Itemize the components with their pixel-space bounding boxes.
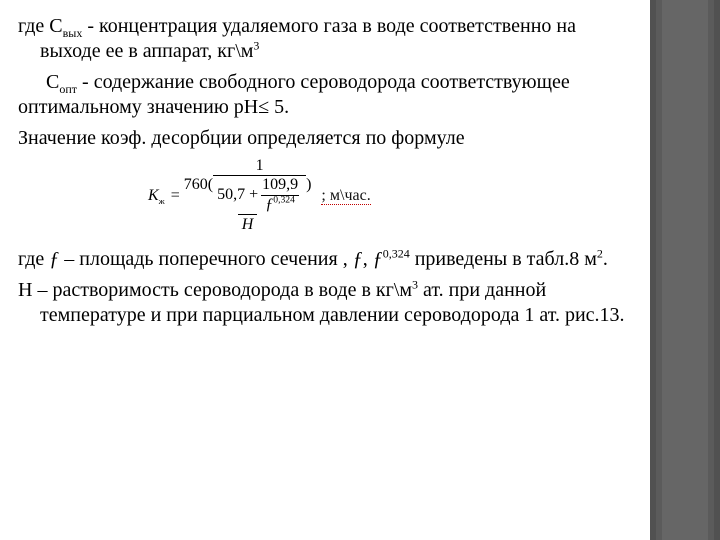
- inner1-num: 1: [252, 157, 268, 175]
- tail-text: ; м\час.: [321, 187, 370, 205]
- inner2-den: ƒ0,324: [261, 195, 299, 214]
- p4-dot: .: [603, 248, 608, 270]
- paragraph-2: Сопт - содержание свободного сероводород…: [18, 70, 638, 120]
- p5-a: Н – растворимость сероводорода в воде в …: [18, 279, 412, 301]
- outer-num-prefix: 760(: [184, 176, 213, 194]
- paragraph-1: где Свых - концентрация удаляемого газа …: [18, 14, 638, 64]
- p4-a: где: [18, 248, 49, 270]
- lhs-sym: К: [148, 187, 159, 204]
- p4-exp: 0,324: [383, 246, 410, 260]
- outer-num-suffix: ): [306, 176, 311, 194]
- equals: =: [171, 186, 180, 206]
- formula: Кж = 760( 1 50,7 +: [148, 157, 638, 235]
- p4-f3: ƒ: [373, 248, 383, 270]
- slide: где Свых - концентрация удаляемого газа …: [0, 0, 720, 540]
- p1-sub: вых: [63, 26, 83, 40]
- p2-sub: опт: [59, 82, 77, 96]
- inner2-den-exp: 0,324: [273, 194, 295, 205]
- paragraph-4: где ƒ – площадь поперечного сечения , ƒ,…: [18, 247, 638, 272]
- p2-post: содержание свободного сероводорода соотв…: [18, 71, 570, 118]
- p1-sup: 3: [253, 38, 259, 52]
- formula-lhs: Кж: [148, 186, 165, 206]
- inner-fraction-1: 1 50,7 + 109,9 ƒ0,324: [213, 157, 306, 214]
- inner1-den: 50,7 + 109,9 ƒ0,324: [213, 175, 306, 214]
- side-ornament: [650, 0, 720, 540]
- outer-num: 760( 1 50,7 + 109,9 ƒ0,324: [180, 157, 316, 214]
- formula-tail: ; м\час.: [321, 186, 370, 206]
- paragraph-3: Значение коэф. десорбции определяется по…: [18, 126, 638, 151]
- paragraph-5: Н – растворимость сероводорода в воде в …: [18, 278, 638, 328]
- outer-fraction: 760( 1 50,7 + 109,9 ƒ0,324: [180, 157, 316, 235]
- inner1-den-left: 50,7 +: [217, 186, 258, 204]
- p4-b: – площадь поперечного сечения ,: [59, 248, 352, 270]
- content: где Свых - концентрация удаляемого газа …: [18, 14, 638, 334]
- outer-den: Н: [238, 214, 258, 234]
- ornament-layer-inner: [662, 0, 708, 540]
- p4-f: ƒ: [49, 248, 59, 270]
- p1-post: - концентрация удаляемого газа в воде со…: [40, 15, 576, 62]
- lhs-sub: ж: [159, 196, 165, 206]
- inner2-num: 109,9: [258, 176, 302, 194]
- p4-f2: ƒ: [353, 248, 363, 270]
- p4-c: приведены в табл.8 м: [410, 248, 597, 270]
- p1-pre: где С: [18, 15, 63, 37]
- p2-dash: -: [77, 71, 94, 93]
- p2-pre: С: [46, 71, 59, 93]
- p4-comma: ,: [363, 248, 373, 270]
- inner-fraction-2: 109,9 ƒ0,324: [258, 176, 302, 214]
